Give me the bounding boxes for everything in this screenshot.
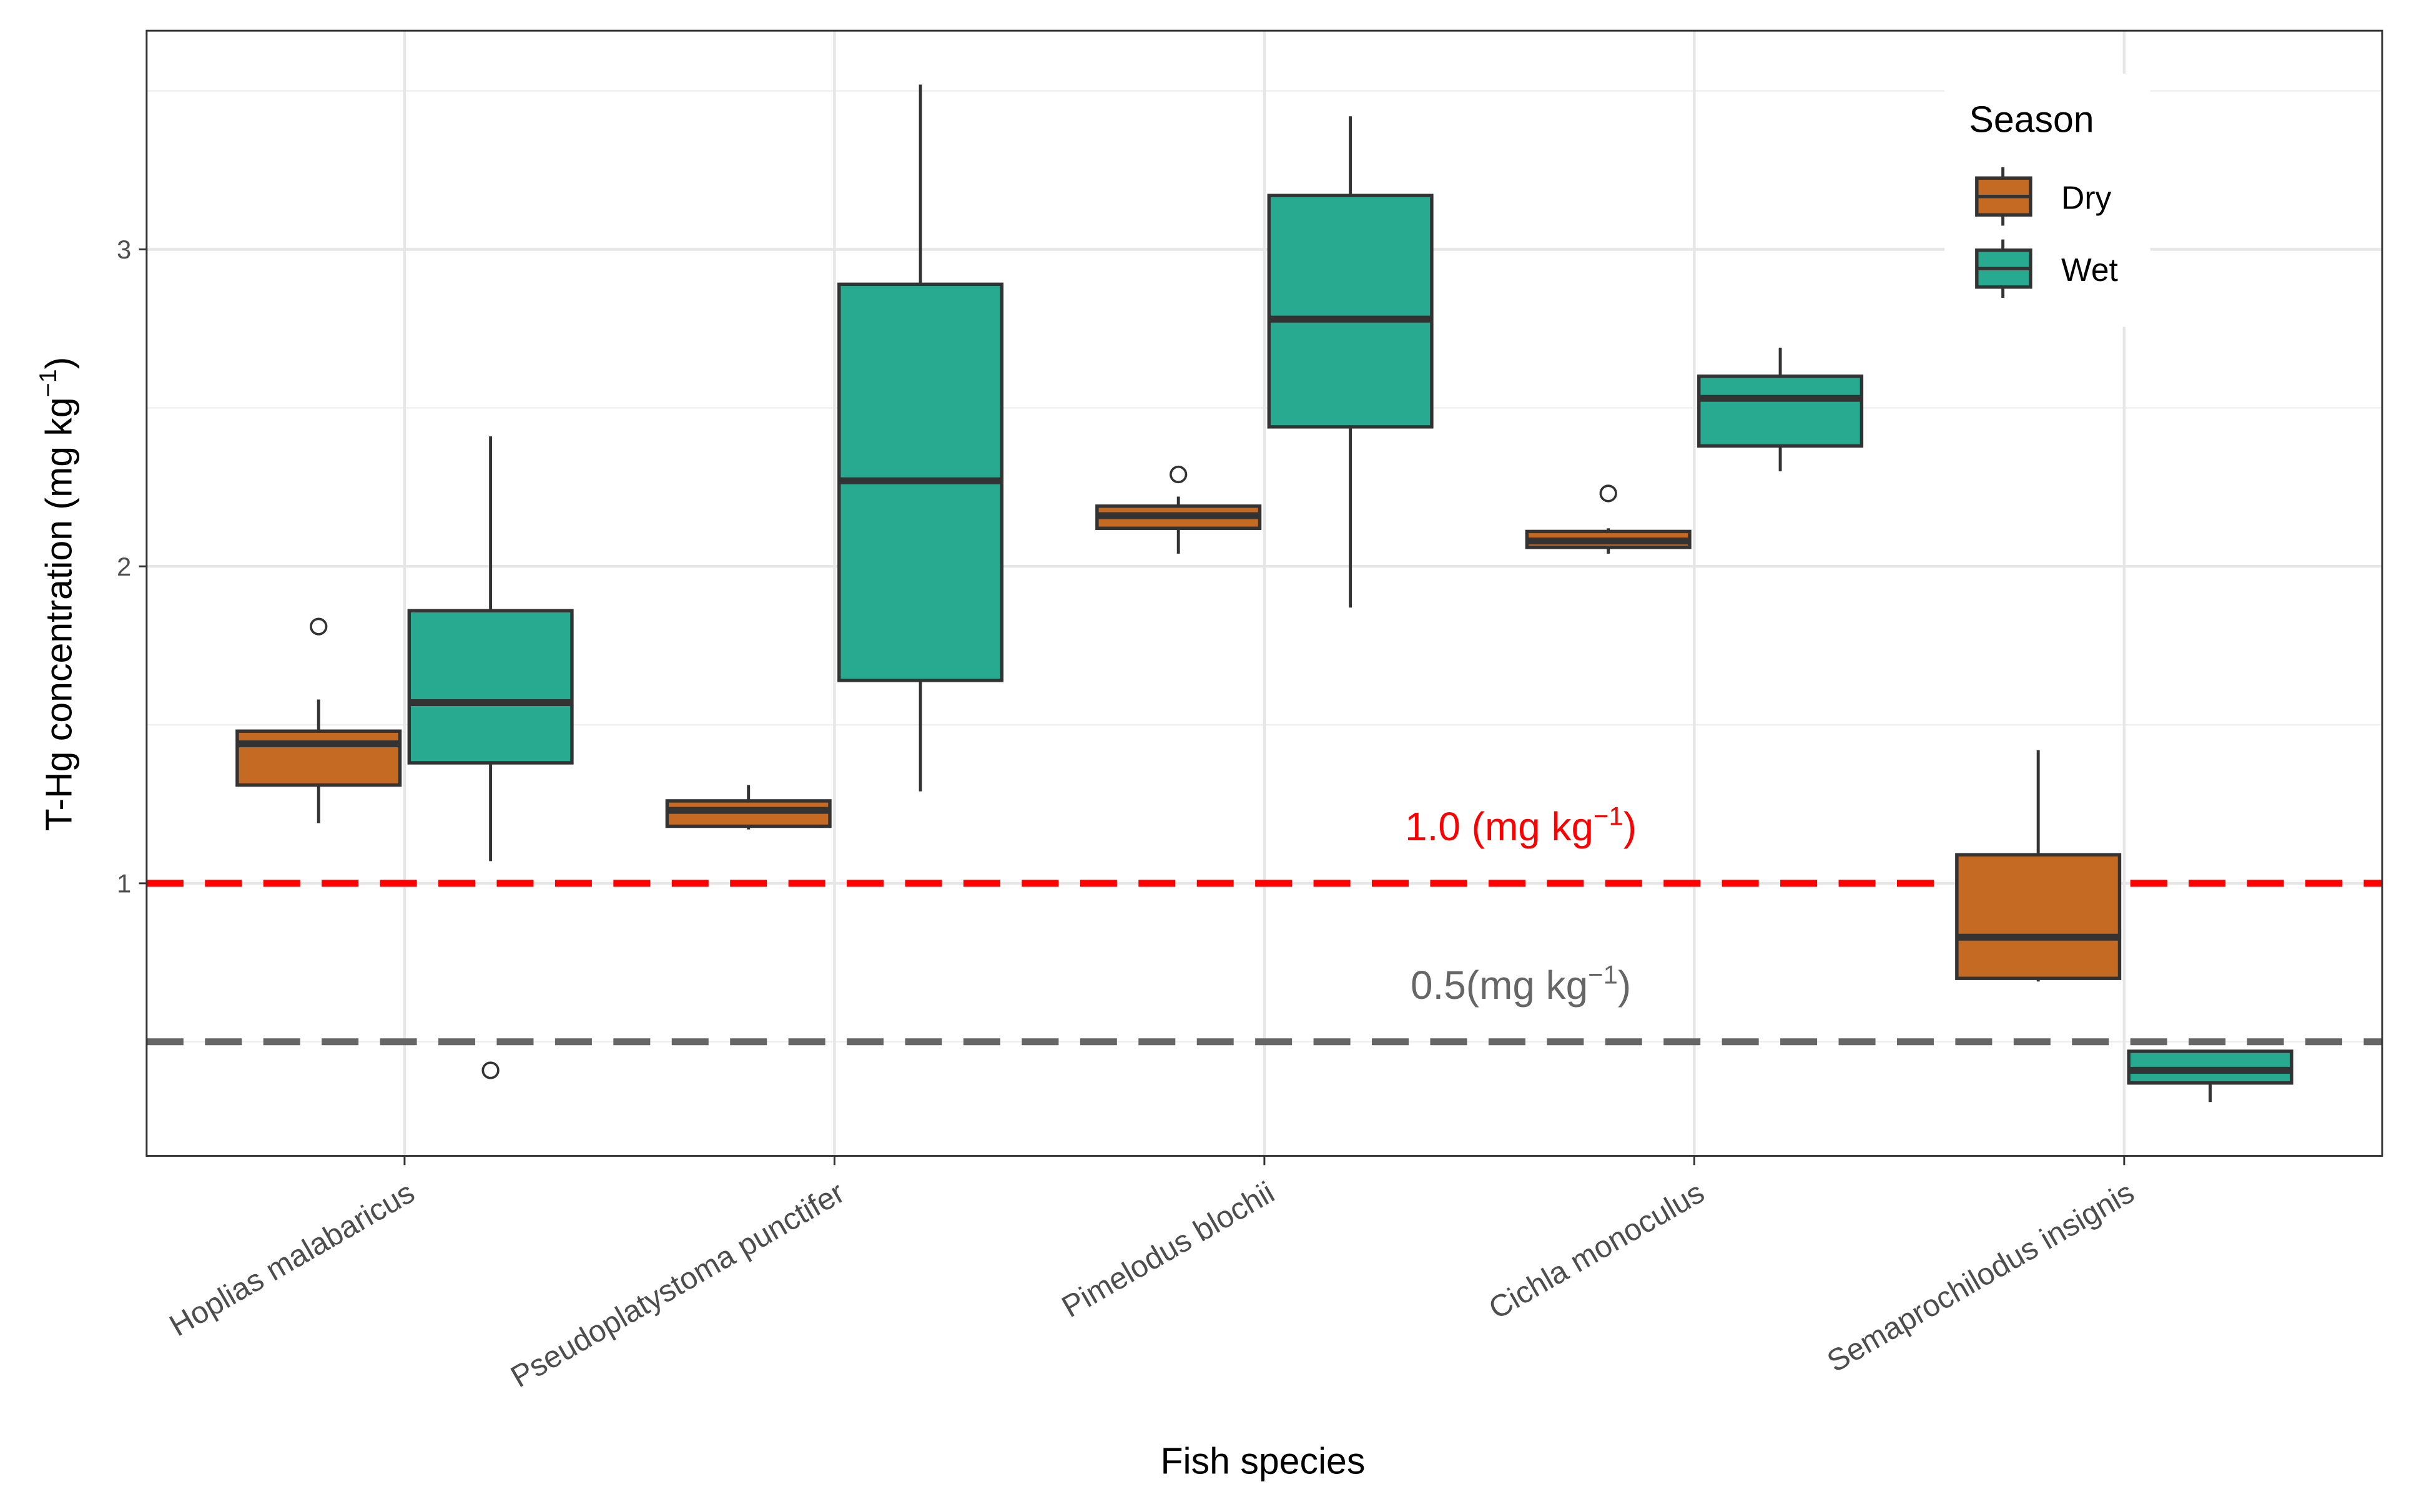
box-dry xyxy=(1525,484,1692,554)
outlier-point xyxy=(481,1061,500,1079)
legend-label: Wet xyxy=(2061,252,2118,288)
y-tick-label: 3 xyxy=(117,235,131,264)
x-axis: Hoplias malabaricus Pseudoplatystoma punc… xyxy=(164,1156,2140,1394)
box-wet xyxy=(2127,1049,2293,1102)
x-axis-title: Fish species xyxy=(1160,1441,1365,1482)
outlier-point xyxy=(1599,484,1617,503)
box-dry xyxy=(665,785,832,830)
box xyxy=(407,609,574,765)
legend: Season Dry Wet xyxy=(1944,74,2150,327)
box-wet xyxy=(1697,347,1864,471)
legend-title: Season xyxy=(1969,99,2094,140)
box-wet xyxy=(837,84,1004,792)
box-dry xyxy=(235,617,402,823)
x-tick-label: Pimelodus blochii xyxy=(1056,1175,1280,1324)
reference-label: 0.5(mg kg−1) xyxy=(1411,960,1631,1008)
box xyxy=(235,729,402,787)
legend-item-dry: Dry xyxy=(1975,167,2112,226)
reference-label: 1.0 (mg kg−1) xyxy=(1405,801,1637,849)
box xyxy=(1955,853,2122,980)
y-tick-label: 1 xyxy=(117,869,131,898)
box-wet xyxy=(407,436,574,1079)
y-axis: 1 2 3 xyxy=(117,235,147,898)
x-tick-label: Pseudoplatystoma punctifer xyxy=(505,1175,850,1394)
y-axis-title: T-Hg concentration (mg kg−1) xyxy=(34,357,80,832)
box-dry xyxy=(1095,465,1262,554)
x-tick-label: Hoplias malabaricus xyxy=(164,1175,420,1343)
x-tick-label: Semaprochilodus insignis xyxy=(1821,1175,2140,1378)
box xyxy=(1267,194,1434,429)
box-wet xyxy=(1267,116,1434,608)
y-tick-label: 2 xyxy=(117,552,131,581)
reference-lines: 1.0 (mg kg−1) 0.5(mg kg−1) xyxy=(146,801,2382,1046)
outlier-point xyxy=(1170,465,1188,484)
outlier-point xyxy=(310,617,328,636)
legend-item-wet: Wet xyxy=(1975,239,2118,298)
x-tick-label: Cichla monoculus xyxy=(1483,1175,1710,1326)
box-dry xyxy=(1955,750,2122,982)
box xyxy=(1697,374,1864,448)
legend-label: Dry xyxy=(2061,179,2111,215)
boxes xyxy=(235,84,2293,1102)
